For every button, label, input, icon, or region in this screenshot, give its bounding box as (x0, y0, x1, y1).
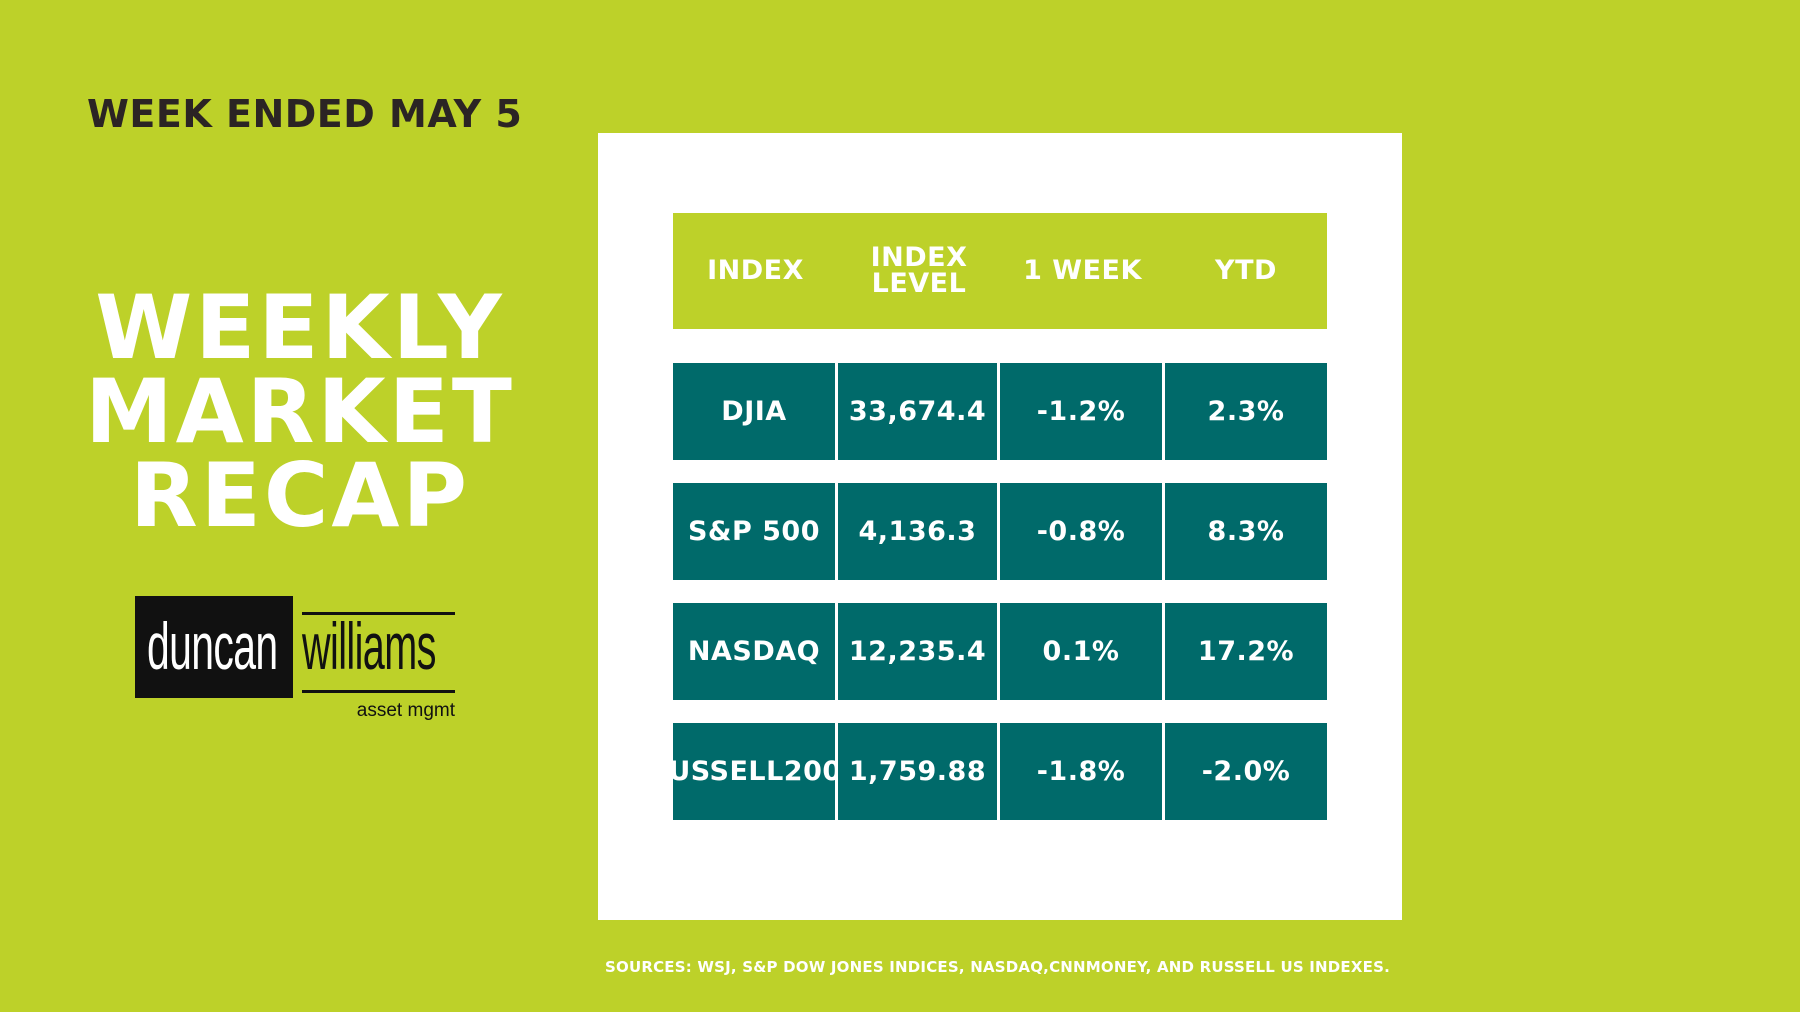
cell-index: S&P 500 (673, 483, 835, 580)
cell-index: DJIA (673, 363, 835, 460)
header-one-week: 1 WEEK (1023, 255, 1142, 286)
header-index-level-line2: LEVEL (871, 268, 967, 299)
cell-week: -1.8% (1000, 723, 1162, 820)
logo-top-rule (302, 612, 455, 615)
table-header: INDEX INDEX LEVEL 1 WEEK YTD (673, 213, 1327, 329)
cell-ytd: 2.3% (1165, 363, 1327, 460)
header-index-level-line1: INDEX (870, 242, 968, 273)
header-index-level: INDEX LEVEL (838, 242, 1000, 299)
cell-week: -0.8% (1000, 483, 1162, 580)
title-line-2: MARKET (85, 360, 515, 463)
company-logo: duncan williams asset mgmt (135, 596, 455, 726)
table-row-sp500: S&P 500 4,136.3 -0.8% 8.3% (673, 483, 1327, 580)
page-title: WEEKLY MARKET RECAP (60, 276, 540, 547)
header-index: INDEX (707, 255, 804, 286)
logo-bottom-rule (302, 690, 455, 693)
cell-index: RUSSELL 2000 (647, 723, 860, 820)
cell-level: 4,136.3 (838, 483, 997, 580)
sources-note: SOURCES: WSJ, S&P DOW JONES INDICES, NAS… (605, 958, 1390, 976)
cell-level: 33,674.4 (838, 363, 997, 460)
table-row-djia: DJIA 33,674.4 -1.2% 2.3% (673, 363, 1327, 460)
week-ended-label: WEEK ENDED MAY 5 (87, 92, 523, 136)
cell-level: 12,235.4 (838, 603, 997, 700)
cell-level: 1,759.88 (838, 723, 997, 820)
cell-week: 0.1% (1000, 603, 1162, 700)
logo-black-box (135, 596, 293, 698)
title-line-3: RECAP (129, 444, 471, 547)
cell-ytd: 8.3% (1165, 483, 1327, 580)
logo-tagline: asset mgmt (356, 700, 455, 721)
logo-word-duncan: duncan (147, 609, 278, 683)
table-row-nasdaq: NASDAQ 12,235.4 0.1% 17.2% (673, 603, 1327, 700)
header-ytd: YTD (1215, 255, 1277, 286)
logo-word-williams: williams (302, 609, 436, 683)
cell-ytd: 17.2% (1165, 603, 1327, 700)
title-line-1: WEEKLY (95, 276, 505, 379)
cell-index-line1: RUSSELL (647, 755, 784, 787)
cell-ytd: -2.0% (1165, 723, 1327, 820)
table-row-russell: RUSSELL 2000 1,759.88 -1.8% -2.0% (647, 723, 1327, 820)
market-table-card: INDEX INDEX LEVEL 1 WEEK YTD DJIA 33,674… (598, 133, 1402, 920)
cell-index: NASDAQ (673, 603, 835, 700)
cell-week: -1.2% (1000, 363, 1162, 460)
